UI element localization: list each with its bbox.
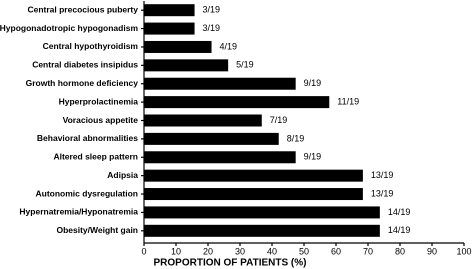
y-tick-label: Altered sleep pattern [53, 152, 138, 162]
y-tick-label: Hypernatremia/Hyponatremia [19, 207, 138, 217]
bar [144, 206, 380, 219]
value-label: 3/19 [203, 23, 221, 33]
bar [144, 59, 229, 72]
value-label: 9/19 [304, 78, 322, 88]
y-tick-label: Hyperprolactinemia [59, 96, 139, 106]
bar [144, 132, 279, 145]
bar [144, 77, 296, 90]
y-tick-label: Behavioral abnormalities [37, 133, 138, 143]
y-tick-label: Central precocious puberty [27, 4, 138, 14]
value-label: 11/19 [337, 96, 359, 106]
bar [144, 169, 363, 182]
y-tick-label: Central hypothyroidism [43, 41, 139, 51]
x-tick-label: 30 [235, 246, 245, 256]
x-tick-label: 100 [456, 246, 471, 256]
value-label: 4/19 [220, 41, 238, 51]
bar [144, 151, 296, 164]
y-tick-label: Voracious appetite [63, 115, 139, 125]
x-tick-label: 10 [171, 246, 181, 256]
y-tick-label: Central diabetes insipidus [32, 60, 138, 70]
value-label: 3/19 [203, 5, 221, 15]
value-label: 14/19 [388, 207, 411, 217]
bar [144, 188, 363, 201]
bar [144, 96, 330, 109]
value-label: 8/19 [287, 133, 305, 143]
x-tick-label: 0 [141, 246, 146, 256]
y-tick-label: Adipsia [107, 170, 138, 180]
value-label: 14/19 [388, 225, 411, 235]
x-tick-label: 60 [331, 246, 341, 256]
x-tick-label: 70 [363, 246, 373, 256]
bar [144, 4, 195, 17]
x-tick-label: 50 [299, 246, 309, 256]
y-tick-label: Obesity/Weight gain [56, 225, 138, 235]
y-tick-label: Autonomic dysregulation [36, 188, 138, 198]
x-tick-label: 40 [267, 246, 277, 256]
x-tick-label: 20 [203, 246, 213, 256]
x-axis-label: PROPORTION OF PATIENTS (%) [154, 258, 307, 269]
y-tick-label: Hypogonadotropic hypogonadism [0, 23, 138, 33]
value-label: 5/19 [236, 60, 254, 70]
bar [144, 224, 380, 237]
x-tick-label: 90 [427, 246, 437, 256]
bar [144, 22, 195, 35]
value-label: 7/19 [270, 115, 288, 125]
value-label: 13/19 [371, 188, 394, 198]
bar [144, 40, 212, 53]
y-tick-label: Growth hormone deficiency [26, 78, 139, 88]
value-label: 13/19 [371, 170, 394, 180]
bar [144, 114, 262, 127]
x-tick-label: 80 [395, 246, 405, 256]
value-label: 9/19 [304, 152, 322, 162]
